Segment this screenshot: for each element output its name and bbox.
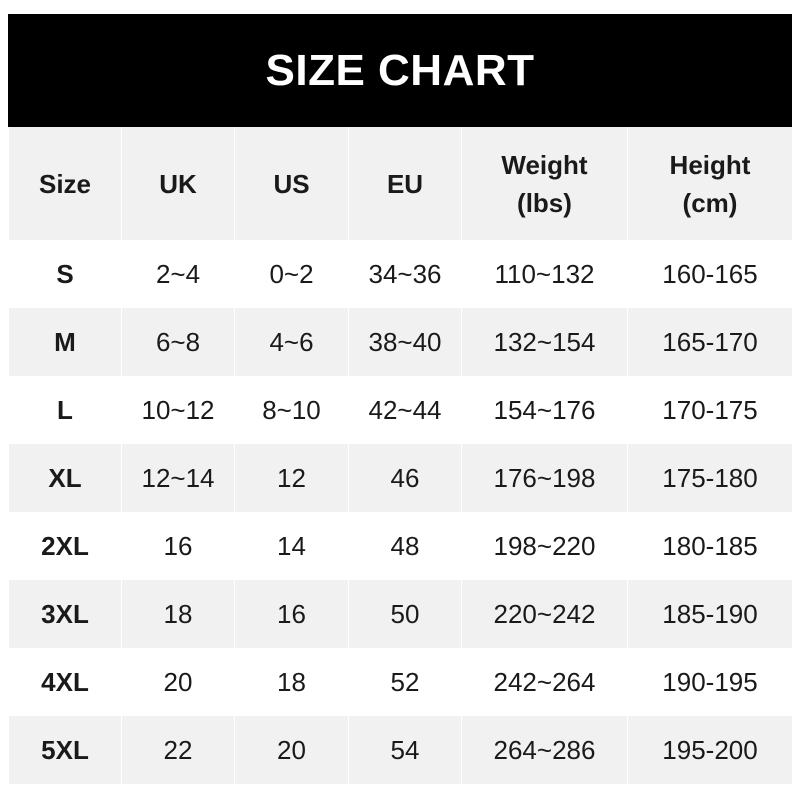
cell-height: 180-185	[627, 512, 793, 580]
cell-size: 4XL	[8, 648, 122, 716]
cell-weight: 176~198	[461, 444, 628, 512]
cell-size: 5XL	[8, 716, 122, 784]
header-text: Size	[38, 168, 92, 199]
cell-us: 14	[234, 512, 349, 580]
cell-weight: 264~286	[461, 716, 628, 784]
table-row: 5XL 22 20 54 264~286 195-200	[8, 716, 793, 784]
cell-size: L	[8, 376, 122, 444]
cell-size: M	[8, 308, 122, 376]
cell-uk: 12~14	[121, 444, 235, 512]
header-text: (lbs)	[517, 187, 572, 218]
cell-uk: 10~12	[121, 376, 235, 444]
cell-uk: 22	[121, 716, 235, 784]
header-text: Weight	[501, 149, 588, 180]
cell-us: 16	[234, 580, 349, 648]
cell-eu: 42~44	[348, 376, 462, 444]
header-text: UK	[159, 168, 197, 199]
table-row: 3XL 18 16 50 220~242 185-190	[8, 580, 793, 648]
table-row: XL 12~14 12 46 176~198 175-180	[8, 444, 793, 512]
cell-us: 20	[234, 716, 349, 784]
column-header-us: US	[234, 127, 349, 240]
cell-uk: 20	[121, 648, 235, 716]
cell-us: 18	[234, 648, 349, 716]
table-row: S 2~4 0~2 34~36 110~132 160-165	[8, 240, 793, 308]
cell-size: S	[8, 240, 122, 308]
header-text: (cm)	[682, 187, 738, 218]
column-header-size: Size	[8, 127, 122, 240]
cell-weight: 220~242	[461, 580, 628, 648]
cell-eu: 48	[348, 512, 462, 580]
cell-height: 175-180	[627, 444, 793, 512]
cell-height: 160-165	[627, 240, 793, 308]
cell-weight: 154~176	[461, 376, 628, 444]
cell-eu: 34~36	[348, 240, 462, 308]
cell-size: XL	[8, 444, 122, 512]
cell-size: 3XL	[8, 580, 122, 648]
cell-eu: 52	[348, 648, 462, 716]
cell-uk: 18	[121, 580, 235, 648]
cell-eu: 54	[348, 716, 462, 784]
header-text: Height	[669, 149, 751, 180]
cell-weight: 242~264	[461, 648, 628, 716]
cell-size: 2XL	[8, 512, 122, 580]
size-chart-title: SIZE CHART	[8, 14, 792, 127]
table-row: M 6~8 4~6 38~40 132~154 165-170	[8, 308, 793, 376]
cell-uk: 16	[121, 512, 235, 580]
column-header-height: Height (cm)	[627, 127, 793, 240]
cell-height: 170-175	[627, 376, 793, 444]
cell-uk: 2~4	[121, 240, 235, 308]
cell-eu: 50	[348, 580, 462, 648]
table-row: 4XL 20 18 52 242~264 190-195	[8, 648, 793, 716]
column-header-weight: Weight (lbs)	[461, 127, 628, 240]
cell-eu: 38~40	[348, 308, 462, 376]
cell-weight: 110~132	[461, 240, 628, 308]
header-row: Size UK US EU Weight (lbs) Height (cm)	[8, 127, 793, 240]
cell-eu: 46	[348, 444, 462, 512]
cell-uk: 6~8	[121, 308, 235, 376]
column-header-eu: EU	[348, 127, 462, 240]
cell-height: 195-200	[627, 716, 793, 784]
cell-height: 165-170	[627, 308, 793, 376]
cell-us: 12	[234, 444, 349, 512]
cell-weight: 198~220	[461, 512, 628, 580]
cell-us: 4~6	[234, 308, 349, 376]
cell-height: 190-195	[627, 648, 793, 716]
table-row: 2XL 16 14 48 198~220 180-185	[8, 512, 793, 580]
table-row: L 10~12 8~10 42~44 154~176 170-175	[8, 376, 793, 444]
header-text: US	[273, 168, 310, 199]
cell-weight: 132~154	[461, 308, 628, 376]
cell-us: 8~10	[234, 376, 349, 444]
column-header-uk: UK	[121, 127, 235, 240]
cell-us: 0~2	[234, 240, 349, 308]
size-chart-table: Size UK US EU Weight (lbs) Height (cm) S 2~4 0~2 3…	[8, 127, 793, 784]
header-text: EU	[386, 168, 424, 199]
cell-height: 185-190	[627, 580, 793, 648]
